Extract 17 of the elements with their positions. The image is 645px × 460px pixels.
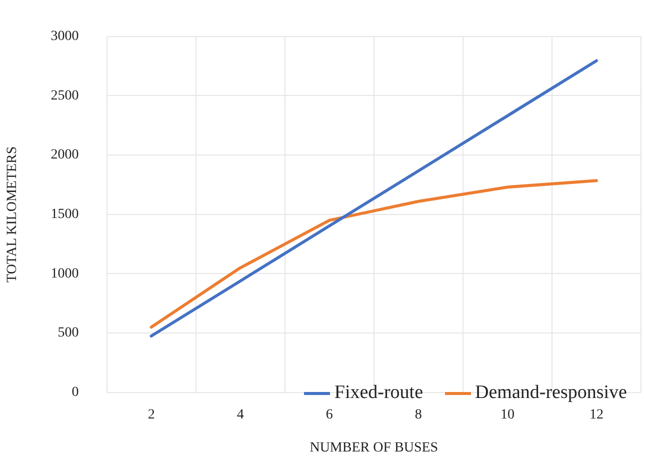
y-tick-label: 3000 [50,29,79,44]
y-axis-title: TOTAL KILOMETERS [5,146,20,282]
x-tick-label: 4 [236,407,244,422]
legend-label: Fixed-route [334,382,424,404]
x-tick-label: 8 [414,407,422,422]
y-tick-label: 0 [72,385,79,400]
x-tick-label: 6 [326,407,333,422]
y-tick-label: 500 [58,326,79,341]
y-tick-label: 2000 [50,148,79,163]
legend-label: Demand-responsive [475,382,627,404]
x-tick-label: 10 [500,407,514,422]
x-axis-title: NUMBER OF BUSES [310,440,438,456]
x-tick-label: 2 [148,407,155,422]
y-tick-label: 1500 [50,207,79,222]
y-tick-label: 1000 [50,266,79,282]
y-tick-label: 2500 [50,88,79,104]
x-tick-label: 12 [589,407,604,422]
